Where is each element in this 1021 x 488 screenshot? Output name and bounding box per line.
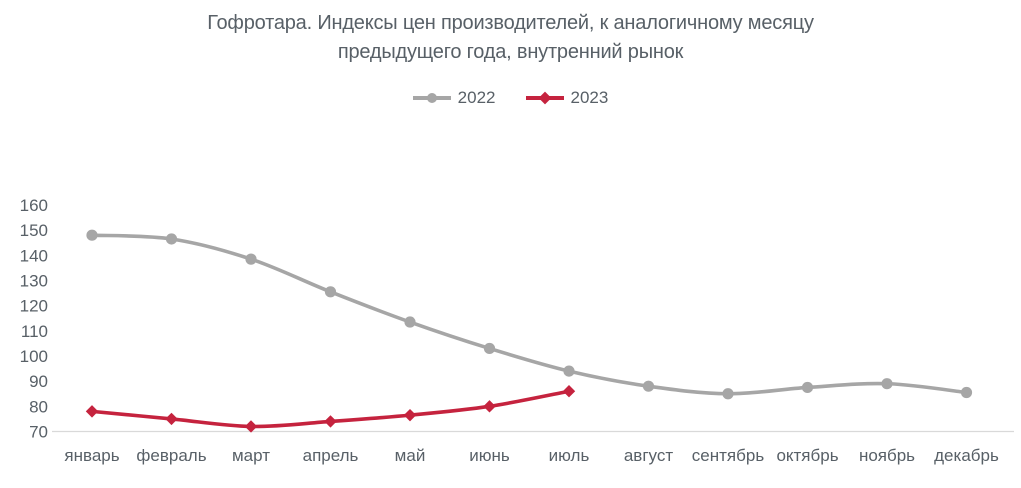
data-point-marker	[563, 365, 575, 377]
y-tick-label: 70	[29, 423, 48, 442]
y-tick-label: 90	[29, 372, 48, 391]
data-point-marker	[722, 388, 734, 400]
legend-label: 2023	[570, 88, 609, 107]
x-axis-labels: январь февраль март апрель май июнь июль август…	[64, 446, 999, 465]
data-point-marker	[642, 380, 655, 392]
data-point-marker	[483, 400, 496, 413]
data-point-marker	[165, 233, 178, 245]
x-tick-label: сентябрь	[692, 446, 765, 465]
data-point-marker	[324, 286, 337, 298]
y-tick-label: 150	[20, 221, 48, 240]
data-point-marker	[165, 412, 178, 426]
data-point-marker	[244, 420, 258, 433]
data-point-marker	[85, 405, 99, 418]
data-point-marker	[483, 342, 496, 355]
legend-label: 2022	[457, 88, 496, 107]
data-point-marker	[86, 229, 98, 241]
y-axis-labels: 70 80 90 100 110 120 130 140 150 160	[20, 196, 48, 442]
x-tick-label: январь	[64, 446, 119, 465]
data-point-marker	[960, 386, 973, 399]
x-tick-label: июль	[549, 446, 590, 465]
x-tick-label: февраль	[136, 446, 206, 465]
x-tick-label: октябрь	[776, 446, 838, 465]
data-point-marker	[403, 408, 417, 422]
series-2023-markers	[85, 385, 576, 433]
data-point-marker	[245, 253, 257, 265]
legend-diamond-marker-icon	[525, 91, 564, 105]
y-tick-label: 120	[20, 297, 48, 316]
data-point-marker	[801, 381, 814, 394]
series-2022-markers	[86, 229, 973, 400]
x-tick-label: май	[395, 446, 426, 465]
chart-title: Гофротара. Индексы цен производителей, к…	[0, 0, 1021, 67]
chart-title-line2: предыдущего года, внутренний рынок	[337, 41, 684, 63]
y-tick-label: 80	[29, 397, 48, 416]
legend-item-2023: 2023	[525, 88, 609, 108]
chart-title-line1: Гофротара. Индексы цен производителей, к…	[207, 12, 814, 34]
x-tick-label: август	[624, 446, 673, 465]
data-point-marker	[324, 415, 337, 428]
x-tick-label: ноябрь	[859, 446, 915, 465]
y-tick-label: 160	[20, 196, 48, 215]
x-tick-label: июнь	[469, 446, 510, 465]
chart-legend: 2022 2023	[0, 88, 1021, 108]
data-point-marker	[404, 316, 416, 328]
y-tick-label: 110	[21, 322, 48, 341]
legend-circle-marker-icon	[412, 93, 451, 103]
series-2022-line	[90, 233, 969, 396]
y-tick-label: 140	[20, 246, 48, 265]
data-point-marker	[562, 385, 576, 398]
x-tick-label: декабрь	[934, 446, 999, 465]
data-point-marker	[881, 378, 893, 390]
y-tick-label: 100	[20, 347, 48, 366]
legend-item-2022: 2022	[412, 88, 496, 108]
x-tick-label: март	[232, 446, 270, 465]
y-tick-label: 130	[20, 272, 48, 291]
x-tick-label: апрель	[303, 446, 359, 465]
